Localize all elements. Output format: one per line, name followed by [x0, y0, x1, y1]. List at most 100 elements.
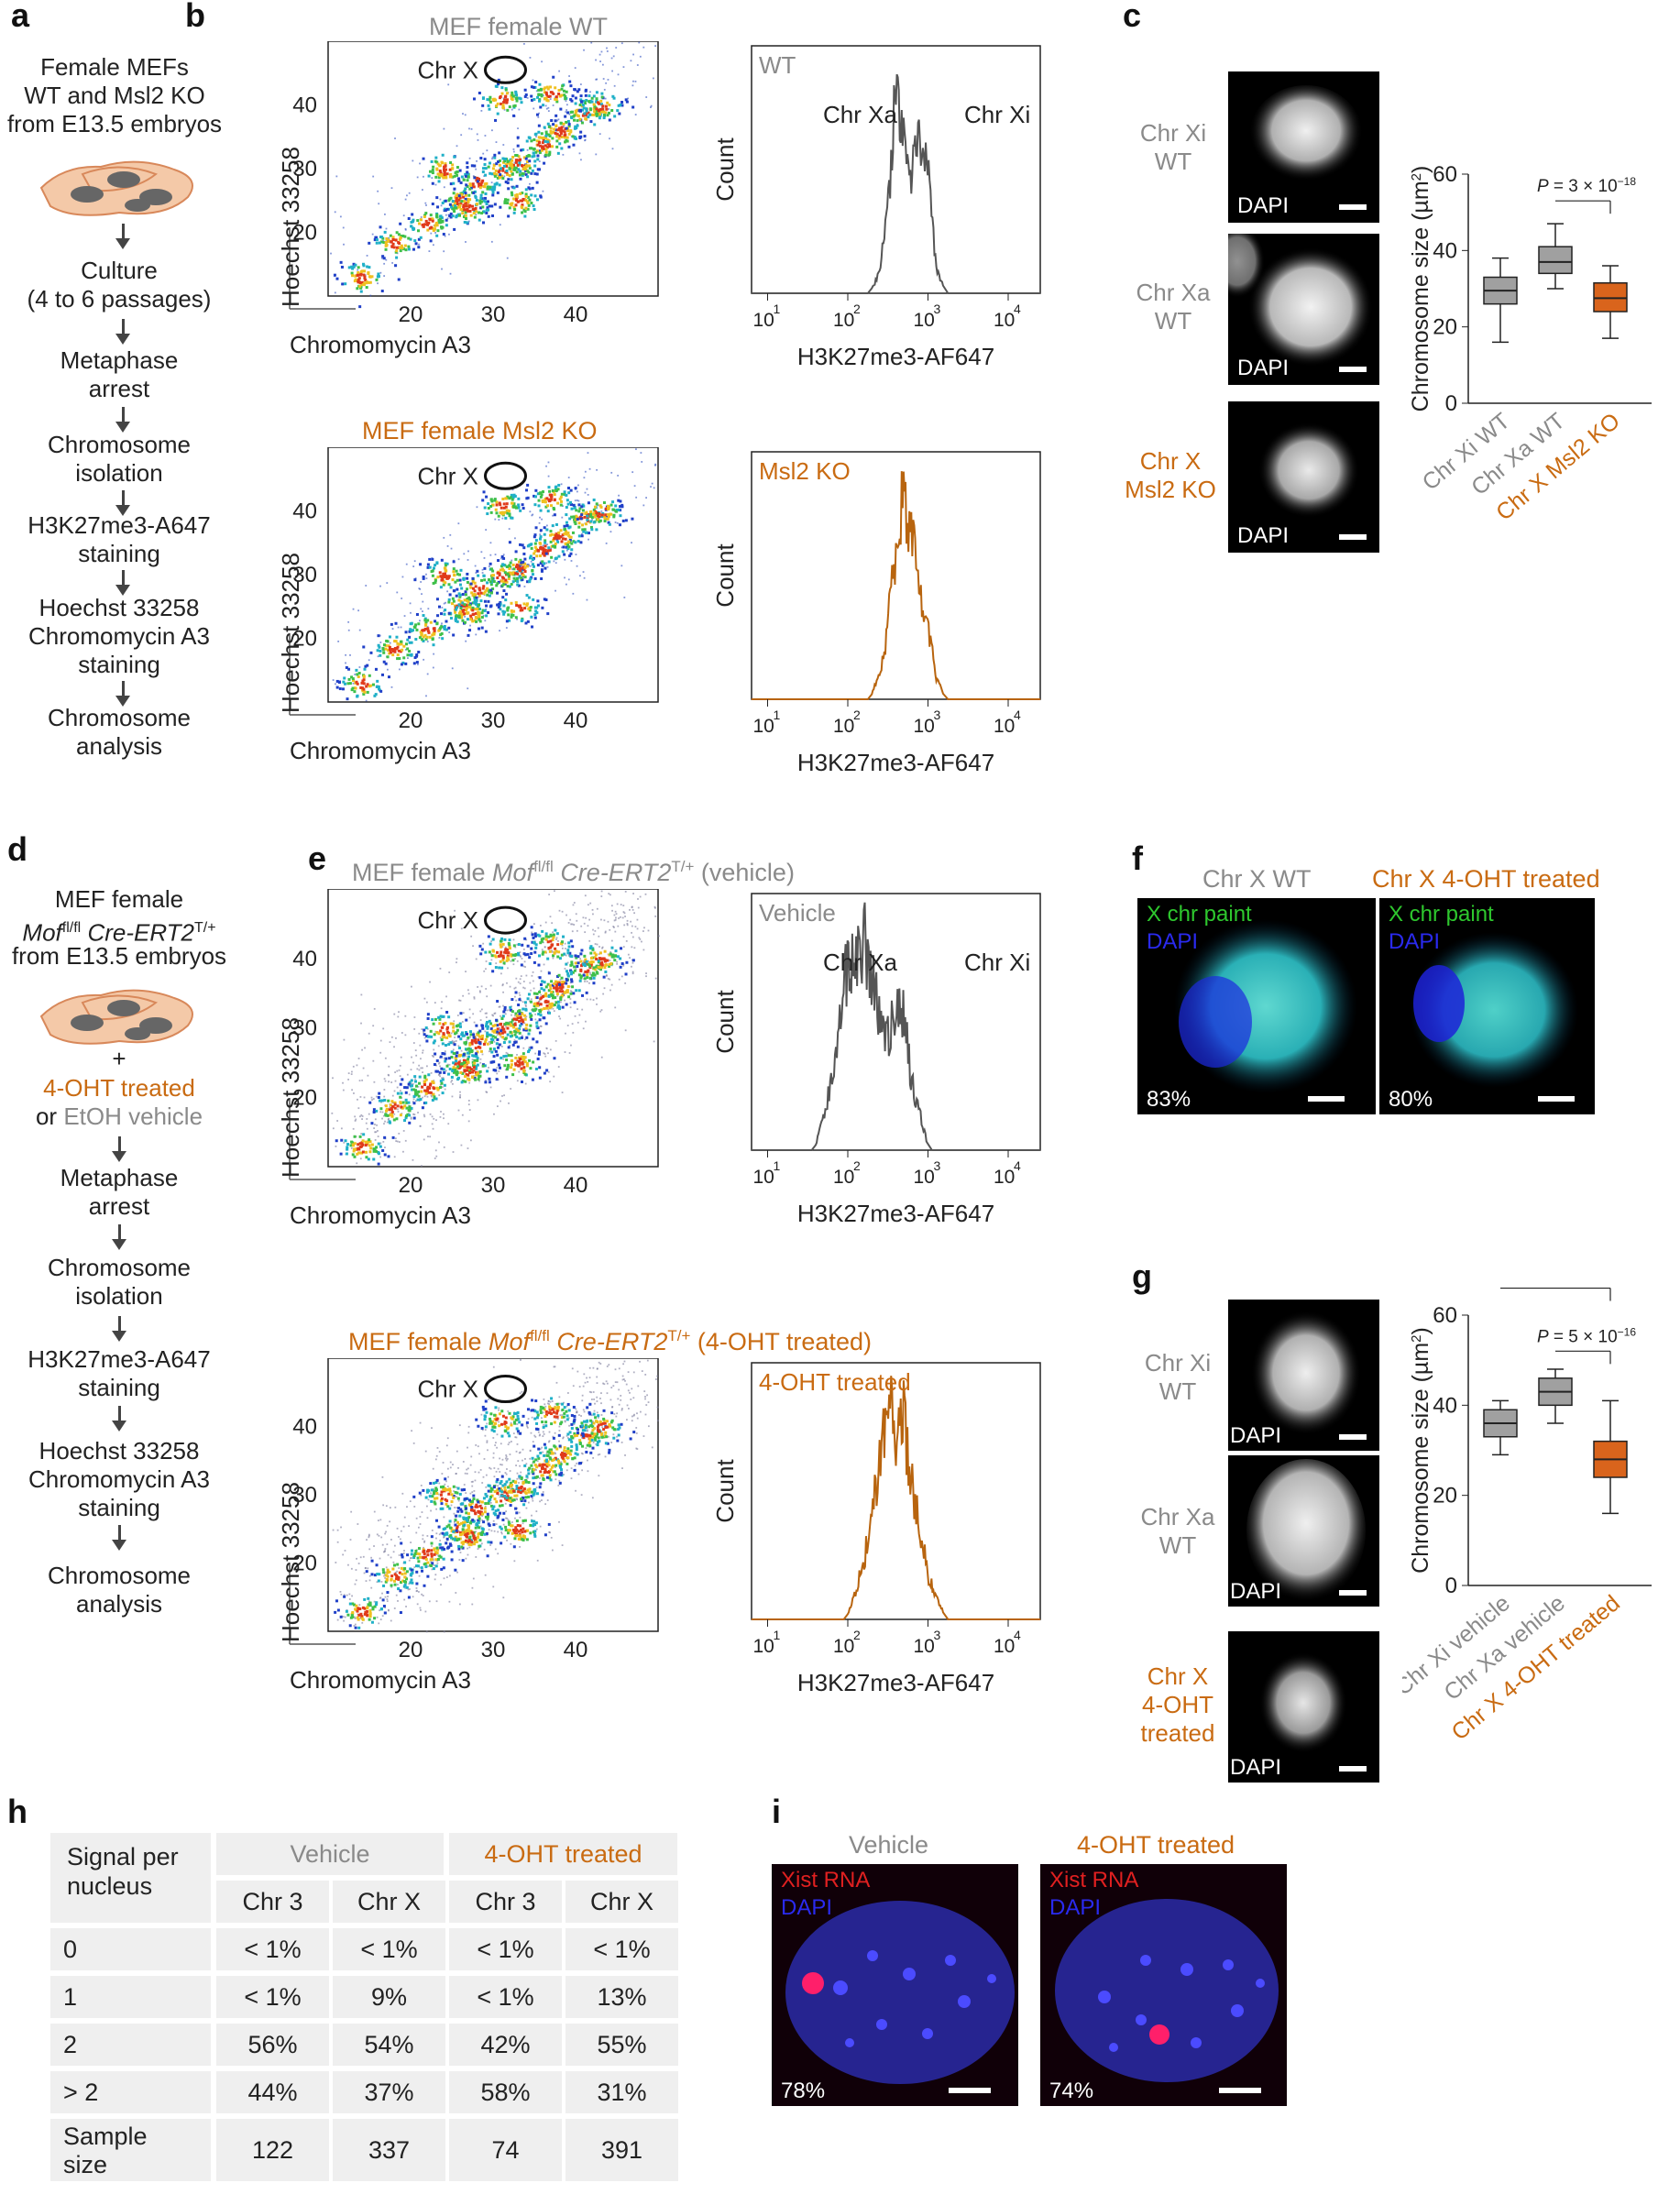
- scatter-point: [518, 575, 522, 578]
- scatter-point: [570, 1044, 572, 1047]
- scatter-point: [544, 985, 548, 989]
- scatter-point: [468, 1008, 471, 1011]
- scatter-point: [590, 1431, 593, 1433]
- scatter-point: [501, 942, 505, 946]
- scatter-point: [506, 1026, 510, 1030]
- scatter-point: [580, 505, 584, 509]
- scatter-point: [469, 1036, 471, 1038]
- scatter-point: [365, 699, 368, 702]
- scatter-point: [472, 1069, 476, 1072]
- scatter-point: [547, 560, 551, 564]
- scatter-point: [534, 81, 538, 84]
- scatter-point: [375, 1109, 379, 1113]
- title-prefix: MEF female: [348, 1328, 489, 1355]
- scatter-point: [546, 612, 550, 616]
- scatter-point: [518, 1482, 520, 1484]
- scatter-point: [561, 981, 565, 984]
- scatter-point: [505, 92, 509, 95]
- scatter-point: [399, 249, 402, 253]
- scatter-point: [570, 548, 574, 552]
- scatter-point: [565, 109, 568, 111]
- scatter-point: [505, 592, 509, 596]
- scatter-point: [442, 1068, 445, 1071]
- scatter-point: [441, 173, 445, 177]
- scatter-point: [476, 1057, 479, 1060]
- scatter-point: [355, 1579, 357, 1582]
- scatter-point: [447, 576, 451, 579]
- scatter-point: [508, 943, 511, 947]
- scatter-point: [559, 127, 563, 131]
- scatter-point: [568, 554, 572, 557]
- scatter-point: [533, 616, 537, 620]
- scatter-point: [532, 204, 535, 208]
- scatter-point: [339, 1152, 343, 1156]
- scatter-point: [351, 267, 355, 270]
- scatter-point: [453, 1041, 455, 1044]
- scatter-point: [351, 686, 355, 690]
- scatter-point: [587, 94, 591, 98]
- scatter-point: [522, 1007, 525, 1011]
- scatter-point: [615, 47, 618, 49]
- scatter-point: [553, 1010, 555, 1012]
- scatter-point: [467, 1036, 470, 1039]
- scatter-point: [441, 1001, 443, 1004]
- scatter-point: [532, 971, 534, 973]
- scatter-point: [562, 545, 565, 549]
- scatter-point: [452, 1048, 455, 1051]
- scatter-point: [533, 1004, 536, 1008]
- scatter-point: [383, 1153, 387, 1157]
- scatter-point: [433, 1063, 436, 1067]
- scatter-point: [550, 119, 554, 123]
- scatter-point: [618, 112, 621, 115]
- scatter-point: [433, 1048, 435, 1051]
- scatter-point: [353, 1625, 356, 1627]
- scatter-point: [460, 1081, 464, 1084]
- scatter-point: [496, 571, 500, 575]
- scatter-point: [354, 686, 357, 690]
- scatter-point: [496, 603, 500, 607]
- scatter-point: [633, 912, 636, 915]
- scatter-point: [364, 274, 367, 277]
- scatter-point: [506, 609, 510, 612]
- scatter-point: [532, 85, 535, 89]
- scatter-point: [511, 501, 514, 505]
- scatter-point: [401, 1105, 405, 1109]
- scatter-point: [481, 568, 484, 571]
- scatter-point: [438, 571, 442, 575]
- scatter-point: [454, 1037, 456, 1038]
- scatter-point: [368, 1032, 370, 1035]
- scatter-point: [449, 182, 453, 186]
- scatter-point: [544, 497, 547, 500]
- scatter-point: [544, 139, 547, 143]
- scatter-point: [442, 233, 445, 236]
- scatter-point: [453, 155, 456, 159]
- y-axis-label: Hoechst 33258: [277, 553, 304, 713]
- scatter-point: [502, 554, 505, 556]
- scatter-point: [374, 1131, 377, 1134]
- scatter-point: [385, 243, 389, 247]
- scatter-point: [549, 987, 553, 991]
- scatter-point: [640, 452, 642, 454]
- scatter-point: [437, 629, 441, 632]
- scatter-point: [550, 1536, 553, 1539]
- scatter-point: [489, 583, 493, 587]
- scatter-point: [479, 952, 483, 956]
- scatter-point: [468, 209, 472, 213]
- scatter-point: [506, 98, 510, 102]
- scatter-point: [477, 1099, 479, 1102]
- scatter-point: [466, 170, 469, 174]
- scatter-point: [598, 966, 602, 970]
- scatter-point: [447, 611, 451, 615]
- scatter-point: [500, 1026, 504, 1029]
- scatter-point: [372, 1149, 376, 1153]
- scatter-point: [530, 947, 533, 950]
- scatter-point: [464, 593, 467, 597]
- scatter-point: [442, 579, 445, 583]
- scatter-point: [582, 1409, 585, 1411]
- scatter-point: [499, 167, 502, 170]
- scatter-point: [528, 956, 532, 960]
- scatter-point: [393, 1113, 396, 1115]
- scatter-point: [360, 993, 363, 996]
- scatter-point: [540, 939, 544, 943]
